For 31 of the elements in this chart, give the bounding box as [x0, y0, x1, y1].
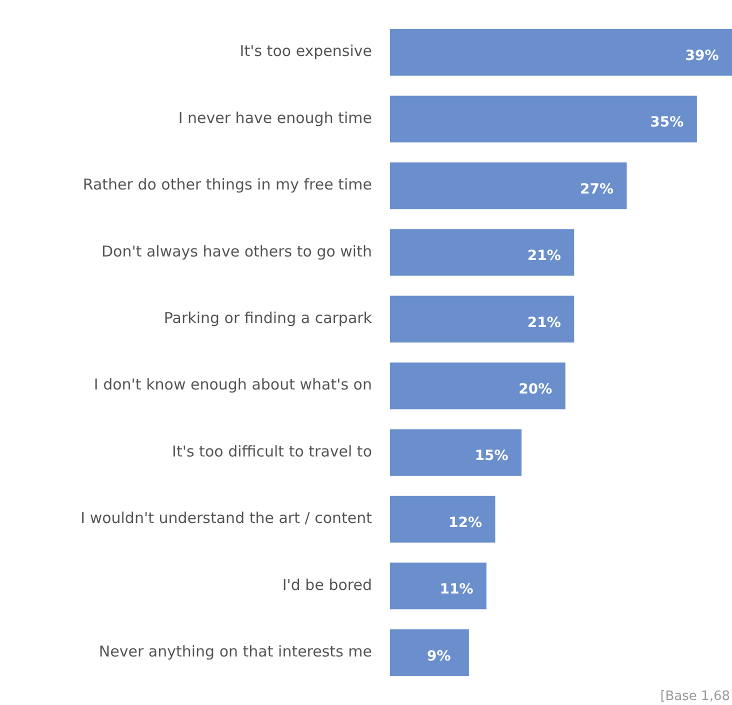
y-tick-label: I wouldn't understand the art / content — [80, 509, 372, 528]
bar — [390, 429, 522, 476]
data-label: 21% — [527, 314, 561, 331]
data-label: 12% — [448, 514, 482, 531]
bar — [390, 96, 697, 142]
data-label: 9% — [427, 648, 451, 664]
data-label: 11% — [440, 582, 474, 598]
data-label: 35% — [650, 114, 684, 131]
data-label: 15% — [474, 448, 508, 464]
data-label: 21% — [527, 248, 561, 264]
text: [Base 1,68 — [660, 688, 730, 704]
bar — [390, 496, 496, 543]
bar — [390, 29, 732, 76]
bar — [390, 362, 566, 410]
y-tick-label: I don't know enough about what's on — [94, 376, 372, 394]
bar — [390, 629, 469, 676]
data-label: 20% — [518, 381, 552, 398]
y-tick-label: I never have enough time — [178, 108, 372, 127]
data-label: 27% — [580, 181, 614, 198]
y-tick-label: It's too difficult to travel to — [172, 442, 372, 460]
y-tick-label: Don't always have others to go with — [101, 242, 372, 260]
y-tick-label: Parking or finding a carpark — [164, 309, 372, 328]
y-tick-label: I'd be bored — [282, 576, 372, 594]
data-label: 39% — [685, 48, 719, 64]
bar — [390, 229, 574, 276]
y-tick-label: It's too expensive — [240, 42, 372, 60]
y-tick-label: Never anything on that interests me — [98, 642, 372, 661]
bar — [390, 296, 574, 342]
bar — [390, 162, 627, 210]
bar — [390, 562, 486, 610]
y-tick-label: Rather do other things in my free time — [82, 176, 372, 194]
